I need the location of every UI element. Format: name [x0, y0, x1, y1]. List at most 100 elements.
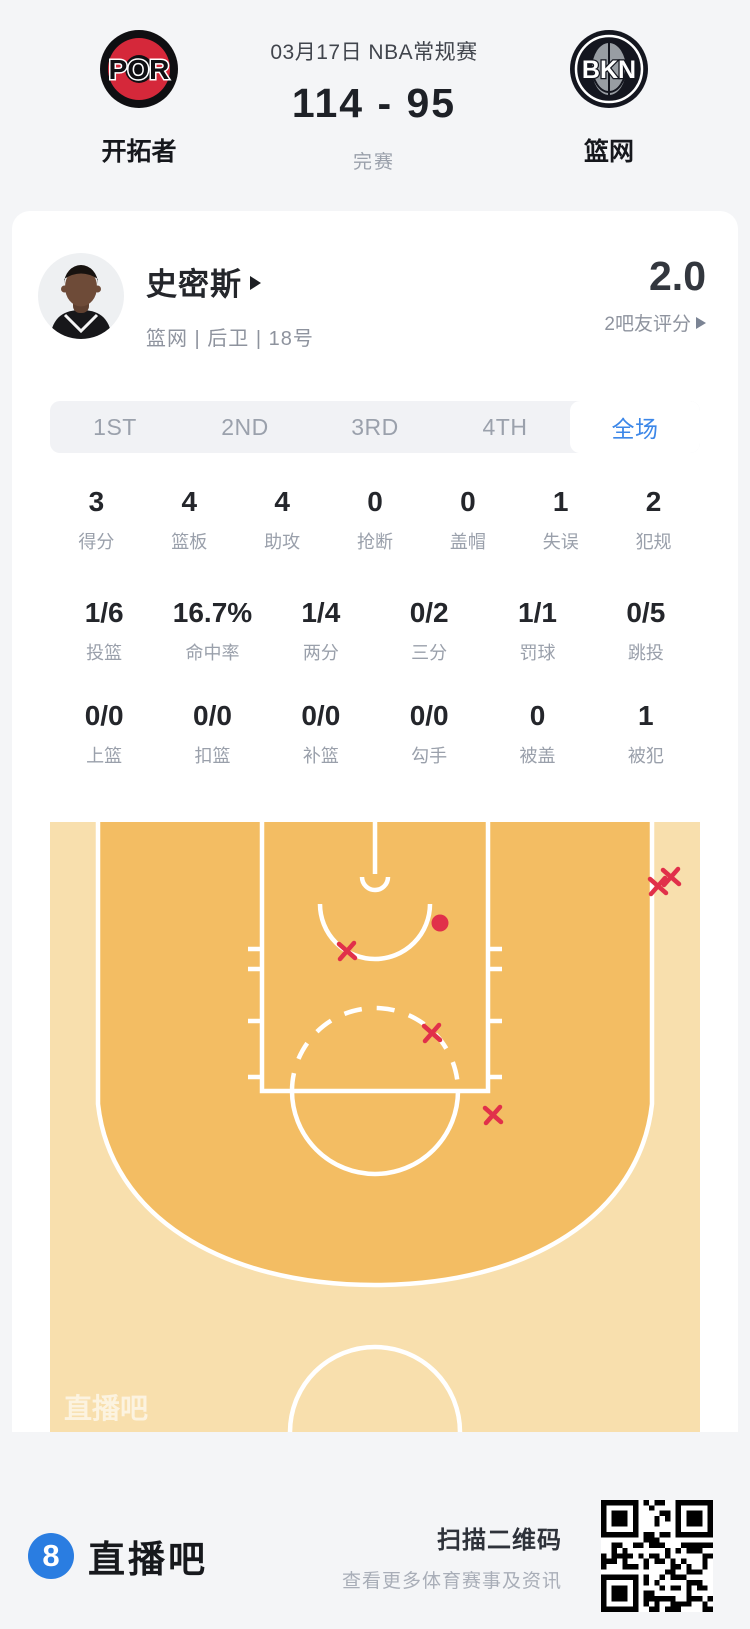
stat-value: 2: [645, 486, 662, 517]
court-watermark: 直播吧: [64, 1393, 148, 1424]
stat-cell: 0 盖帽: [421, 485, 514, 554]
free-throw-circle-dashed: [289, 1005, 461, 1092]
rating-value: 2.0: [649, 253, 706, 299]
stat-label: 抢断: [356, 532, 393, 552]
rating-caption-link[interactable]: 2吧友评分: [604, 309, 706, 336]
miss-mark: [421, 1022, 443, 1044]
home-team-name: 开拓者: [101, 138, 177, 166]
player-info: 史密斯 篮网 | 后卫 | 18号: [146, 253, 314, 351]
svg-text:BKN: BKN: [582, 56, 636, 84]
stats-grid: 3 得分 4 篮板 4 助攻 0 抢断 0 盖帽 1 失误 2 犯规 1/6 投篮 16.7% 命中率 1/4 两分 0…: [12, 485, 738, 768]
tab-全场[interactable]: 全场: [570, 401, 700, 453]
stat-value: 0/0: [84, 700, 124, 731]
stat-cell: 0 抢断: [329, 485, 422, 554]
stat-cell: 1/1 罚球: [483, 596, 591, 665]
rating-caption: 2吧友评分: [604, 314, 691, 335]
stat-label: 被盖: [519, 746, 556, 766]
stat-label: 命中率: [185, 643, 240, 663]
player-header: 史密斯 篮网 | 后卫 | 18号 2.0 2吧友评分: [12, 211, 738, 351]
stat-cell: 16.7% 命中率: [158, 596, 266, 665]
player-meta: 篮网 | 后卫 | 18号: [146, 328, 314, 350]
stat-value: 4: [181, 486, 198, 517]
stat-value: 1/1: [518, 597, 557, 628]
stat-label: 三分: [411, 643, 448, 663]
shot-chart: 直播吧: [50, 822, 700, 1432]
tab-2ND[interactable]: 2ND: [180, 401, 310, 453]
stat-value: 0/0: [409, 700, 449, 731]
stat-label: 投篮: [86, 643, 123, 663]
stat-cell: 1/6 投篮: [50, 596, 158, 665]
qr-caption: 扫描二维码 查看更多体育赛事及资讯: [342, 1520, 562, 1593]
stat-value: 0: [367, 486, 383, 517]
quarter-tabs: 1ST 2ND 3RD 4TH 全场: [50, 401, 700, 453]
stat-cell: 0/0 上篮: [50, 699, 158, 768]
player-name-link[interactable]: 史密斯: [146, 259, 314, 304]
stat-label: 罚球: [519, 643, 556, 663]
stat-cell: 0/0 扣篮: [158, 699, 266, 768]
chevron-right-icon: [696, 316, 706, 329]
stat-label: 得分: [78, 532, 115, 552]
lane-hash-marks: [248, 946, 502, 1080]
stat-cell: 1 被犯: [592, 699, 700, 768]
stat-value: 0/0: [193, 700, 232, 731]
stat-cell: 1/4 两分: [267, 596, 375, 665]
stat-label: 篮板: [171, 532, 208, 552]
shot-marks-layer: [336, 866, 682, 1126]
center-circle-arc: [287, 1344, 463, 1432]
app-footer: 8 直播吧 扫描二维码 查看更多体育赛事及资讯: [0, 1432, 750, 1612]
stat-value: 1/6: [84, 597, 124, 628]
free-throw-circle-solid: [289, 1090, 461, 1177]
stat-value: 0: [460, 486, 476, 517]
tab-4TH[interactable]: 4TH: [440, 401, 570, 453]
away-team-logo-icon: BKN: [570, 30, 648, 108]
player-stats-card: 史密斯 篮网 | 后卫 | 18号 2.0 2吧友评分 1ST 2ND 3RD 4TH…: [12, 211, 738, 1432]
match-header: POR 开拓者 03月17日 NBA常规赛 114 - 95 完赛 BKN 篮网: [0, 0, 750, 211]
tab-3RD[interactable]: 3RD: [310, 401, 440, 453]
stat-cell: 0/2 三分: [375, 596, 483, 665]
miss-mark: [660, 866, 682, 888]
stat-label: 被犯: [627, 746, 664, 766]
stat-value: 4: [274, 486, 290, 517]
stat-row: 1/6 投篮 16.7% 命中率 1/4 两分 0/2 三分 1/1 罚球 0/5 跳投: [50, 596, 700, 665]
qr-title: 扫描二维码: [437, 1526, 562, 1554]
stat-label: 勾手: [411, 746, 448, 766]
stat-row: 3 得分 4 篮板 4 助攻 0 抢断 0 盖帽 1 失误 2 犯规: [50, 485, 700, 554]
court-inside-area: [98, 822, 652, 1285]
player-name: 史密斯: [146, 267, 242, 302]
stat-label: 犯规: [635, 532, 672, 552]
stat-label: 跳投: [627, 643, 664, 663]
player-avatar: [38, 253, 124, 339]
qr-code: [601, 1500, 713, 1612]
match-date: 03月17日 NBA常规赛: [270, 41, 478, 64]
match-status: 完赛: [352, 152, 395, 173]
stat-label: 补篮: [302, 746, 339, 766]
restricted-area-arc: [317, 903, 433, 962]
brand: 8 直播吧: [28, 1529, 208, 1583]
stat-value: 16.7%: [172, 597, 253, 628]
stat-cell: 2 犯规: [607, 485, 700, 554]
away-team-name: 篮网: [583, 138, 634, 166]
stat-label: 扣篮: [194, 746, 231, 766]
stat-value: 0/2: [409, 597, 449, 628]
miss-mark: [482, 1104, 504, 1126]
stat-cell: 0/5 跳投: [592, 596, 700, 665]
stat-label: 盖帽: [449, 532, 486, 552]
stat-label: 两分: [302, 643, 339, 663]
match-score: 114 - 95: [291, 80, 457, 126]
stat-value: 1: [638, 700, 654, 731]
stat-cell: 4 篮板: [143, 485, 236, 554]
stat-value: 0/5: [626, 597, 666, 628]
chevron-right-icon: [250, 275, 261, 290]
stat-cell: 1 失误: [514, 485, 607, 554]
rim-arc: [359, 876, 391, 893]
stat-label: 失误: [542, 532, 579, 552]
miss-mark: [647, 875, 669, 897]
tab-1ST[interactable]: 1ST: [50, 401, 180, 453]
svg-text:POR: POR: [109, 54, 170, 85]
stat-value: 1/4: [301, 597, 341, 628]
brand-name: 直播吧: [88, 1539, 208, 1580]
key-box: [259, 822, 491, 1094]
stat-value: 1: [552, 486, 569, 517]
stat-cell: 3 得分: [50, 485, 143, 554]
